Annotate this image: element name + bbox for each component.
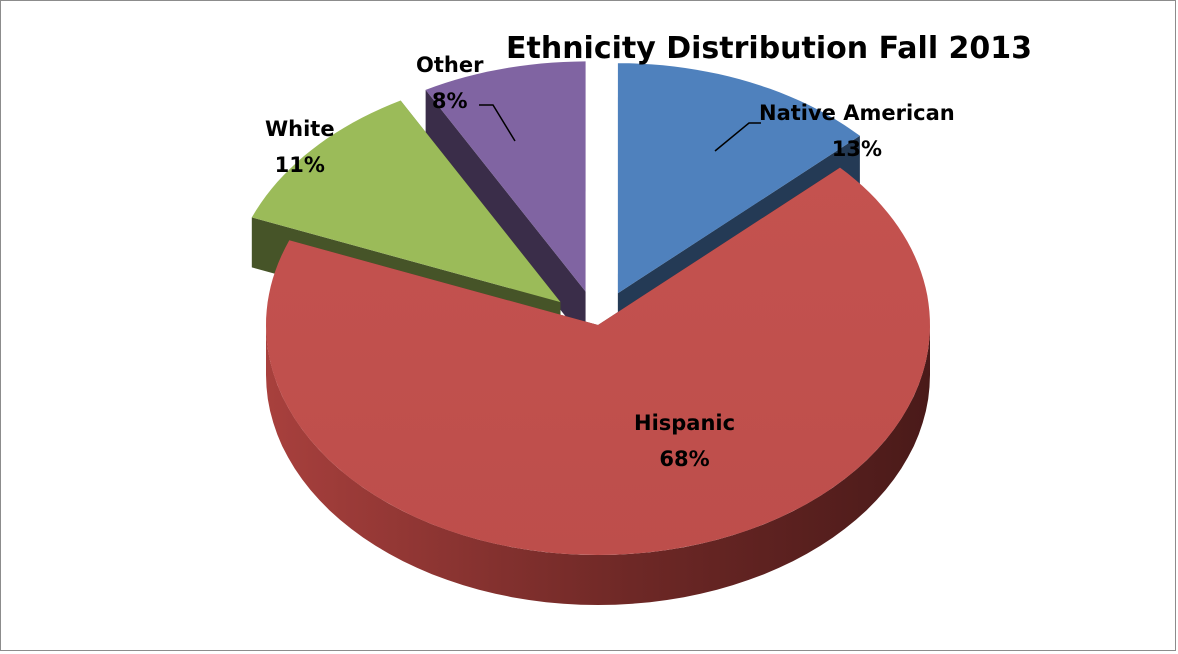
slice-label-native-american-value: 13% bbox=[831, 137, 882, 161]
slice-label-white-name: White bbox=[265, 117, 335, 141]
leader-line-native-american bbox=[714, 122, 761, 152]
pie-slice-other-top bbox=[425, 61, 586, 292]
pie-slice-other-wall-start bbox=[425, 89, 586, 342]
slice-label-native-american: Native American 13% bbox=[759, 95, 955, 167]
pie-slice-hispanic-top bbox=[266, 167, 930, 555]
slice-label-native-american-name: Native American bbox=[759, 101, 955, 125]
slice-label-hispanic: Hispanic 68% bbox=[634, 405, 735, 477]
slice-label-hispanic-value: 68% bbox=[659, 447, 710, 471]
pie-slice-other bbox=[425, 61, 586, 342]
leader-line-other bbox=[479, 104, 516, 142]
slice-label-other-name: Other bbox=[416, 53, 484, 77]
chart-title: Ethnicity Distribution Fall 2013 bbox=[506, 31, 1033, 66]
slice-label-hispanic-name: Hispanic bbox=[634, 411, 736, 435]
slice-label-white: White 11% bbox=[265, 111, 335, 183]
pie-slice-hispanic bbox=[266, 167, 930, 605]
slice-label-other-value: 8% bbox=[431, 89, 468, 113]
slice-label-other: Other 8% bbox=[416, 47, 483, 119]
pie-slice-hispanic-side bbox=[266, 325, 930, 605]
pie-slice-white-top bbox=[251, 100, 561, 303]
pie-slice-native-american-top bbox=[617, 63, 860, 294]
slice-label-white-value: 11% bbox=[274, 153, 325, 177]
